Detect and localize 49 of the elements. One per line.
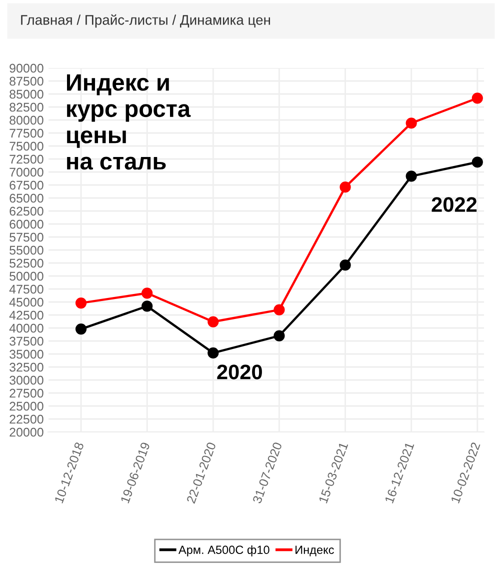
point bbox=[340, 182, 351, 193]
text: Главная / Прайс-листы / Динамика цен bbox=[21, 14, 270, 28]
y-tick-label: 77500 bbox=[10, 128, 44, 138]
y-tick-label: 25000 bbox=[10, 402, 44, 411]
point bbox=[208, 316, 219, 328]
y-tick-label: 87500 bbox=[10, 76, 44, 86]
point bbox=[340, 260, 351, 271]
point bbox=[406, 170, 417, 182]
point bbox=[208, 347, 219, 359]
y-tick-label: 55000 bbox=[10, 246, 44, 255]
y-tick-label: 35000 bbox=[10, 350, 44, 359]
point bbox=[75, 297, 87, 309]
y-tick-label: 67500 bbox=[10, 180, 44, 190]
y-tick-label: 82500 bbox=[10, 102, 44, 112]
point bbox=[406, 118, 417, 129]
y-tick-label: 75000 bbox=[10, 142, 44, 151]
y-tick-label: 45000 bbox=[9, 298, 44, 307]
y-tick-label: 70000 bbox=[10, 168, 44, 177]
y-tick-label: 30000 bbox=[10, 376, 44, 385]
y-tick-label: 57500 bbox=[10, 232, 44, 242]
point bbox=[274, 330, 285, 342]
legend-label: Индекс bbox=[296, 546, 334, 556]
y-tick-label: 22500 bbox=[10, 414, 44, 424]
y-tick-label: 72500 bbox=[10, 154, 44, 164]
point bbox=[142, 288, 153, 299]
legend-label: Арм. А500С ф10 bbox=[178, 545, 270, 556]
y-tick-label: 32500 bbox=[10, 362, 44, 372]
annotation: 2020 bbox=[217, 364, 262, 380]
y-tick-label: 27500 bbox=[10, 388, 44, 398]
annotation: 2022 bbox=[432, 197, 477, 212]
point bbox=[472, 92, 483, 104]
y-tick-label: 37500 bbox=[10, 336, 44, 346]
point bbox=[75, 323, 87, 335]
y-tick-label: 65000 bbox=[10, 194, 44, 203]
y-tick-label: 60000 bbox=[10, 220, 44, 229]
text: Индекс и курс роста цены на сталь bbox=[67, 74, 191, 170]
y-tick-label: 20000 bbox=[10, 428, 44, 437]
point bbox=[142, 300, 153, 312]
y-tick-label: 47500 bbox=[9, 284, 44, 294]
y-tick-label: 85000 bbox=[10, 90, 44, 99]
y-tick-label: 62500 bbox=[10, 206, 44, 216]
y-tick-label: 40000 bbox=[9, 324, 44, 333]
y-tick-label: 90000 bbox=[10, 64, 44, 73]
y-tick-label: 42500 bbox=[9, 310, 44, 320]
y-tick-label: 52500 bbox=[10, 258, 44, 268]
y-tick-label: 80000 bbox=[10, 116, 44, 125]
point bbox=[274, 304, 285, 316]
y-tick-label: 50000 bbox=[10, 272, 44, 281]
point bbox=[472, 156, 483, 168]
